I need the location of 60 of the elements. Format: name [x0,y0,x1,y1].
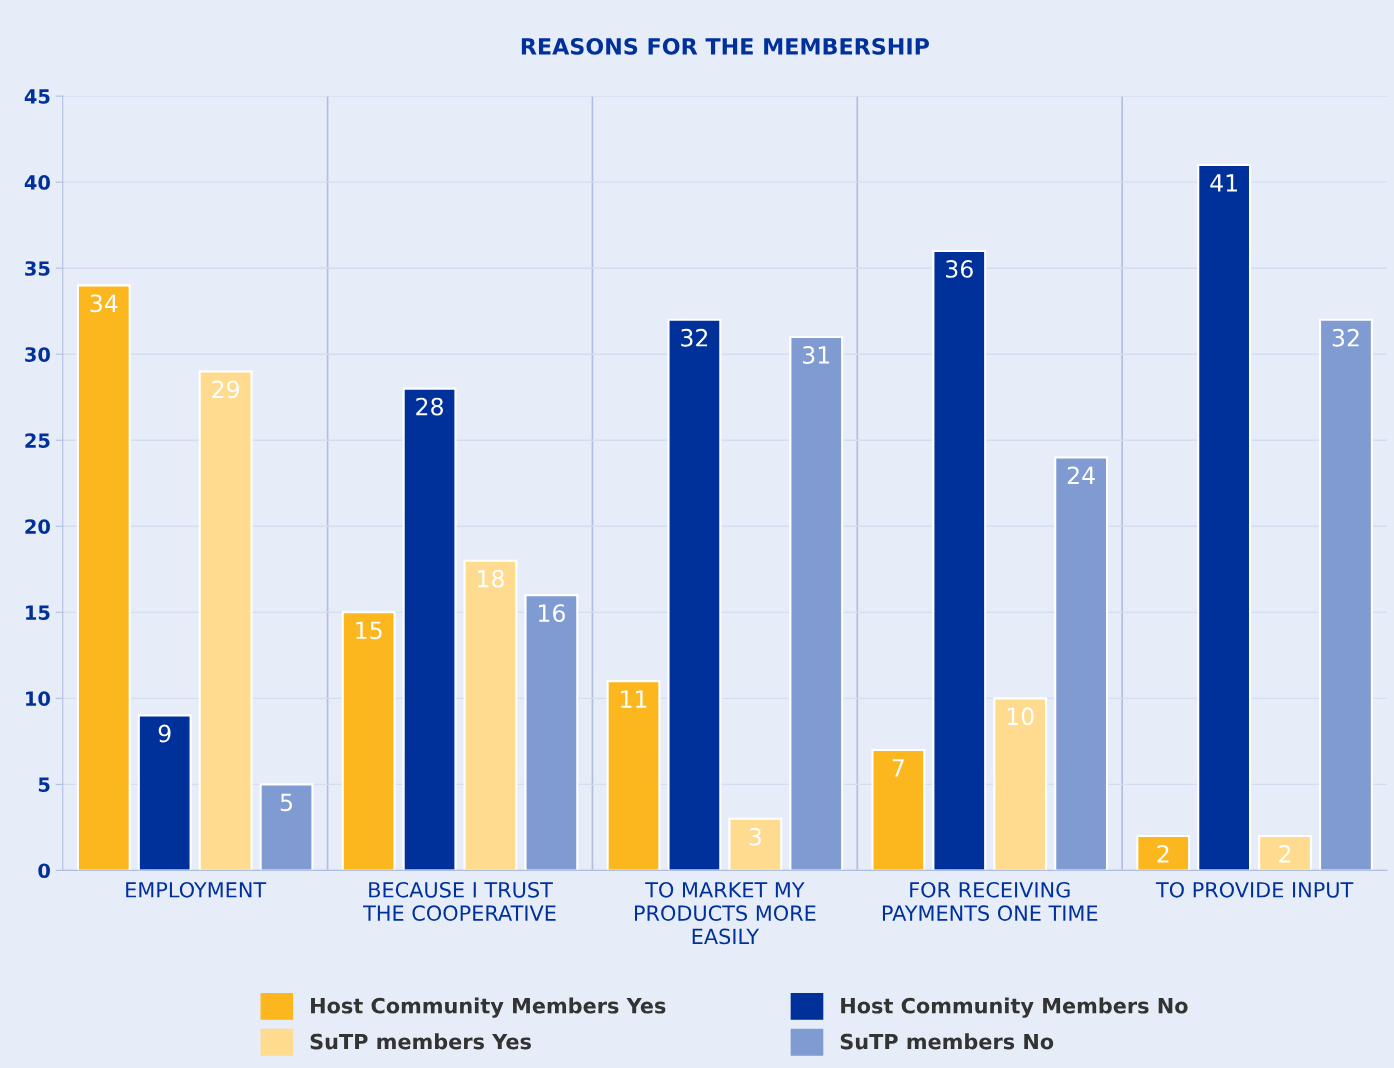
bar [789,335,844,871]
data-label: 34 [90,294,118,313]
data-label: 31 [803,346,830,364]
bar [463,559,518,871]
bar [341,611,396,871]
data-label: 41 [1210,174,1237,192]
data-label: 7 [892,759,904,777]
bar [402,387,457,871]
data-label: 9 [158,724,171,743]
data-label: 18 [478,569,504,588]
bar [524,594,579,871]
bar [259,783,314,871]
bar [871,748,926,871]
bar [1319,318,1373,871]
data-label: 16 [538,604,565,622]
x-tick-label: FOR RECEIVING PAYMENTS ONE TIME [882,881,1098,921]
x-tick-label: TO MARKET MY PRODUCTS MORE EASILY [634,881,816,945]
data-label: 10 [1007,707,1034,726]
data-label: 3 [749,827,761,846]
bar [1054,456,1109,871]
bar [1136,834,1191,871]
legend-label: Host Community Members Yes [311,997,666,1018]
y-tick-label: 45 [24,89,50,104]
bar [667,318,722,871]
x-tick-label: EMPLOYMENT [126,881,267,898]
data-label: 5 [280,793,292,812]
y-tick-label: 25 [25,433,50,448]
legend-label: SuTP members No [840,1033,1054,1050]
data-label: 36 [946,260,973,278]
legend-label: Host Community Members No [841,997,1188,1018]
bar [1197,163,1252,871]
data-label: 11 [621,690,647,708]
y-tick-label: 20 [25,519,50,534]
bar [932,249,987,871]
bar [137,714,192,871]
data-label: 29 [212,380,239,399]
bar [993,697,1048,871]
data-label: 28 [416,397,443,416]
data-label: 15 [356,621,382,640]
bar [1258,834,1312,871]
legend-label: SuTP members Yes [310,1033,531,1050]
y-tick-label: 10 [26,691,50,707]
y-tick-label: 5 [38,777,50,793]
y-tick-label: 0 [38,863,50,879]
bar [76,284,131,871]
y-tick-label: 30 [25,347,50,362]
y-tick-label: 40 [24,175,50,190]
data-label: 2 [1279,845,1291,863]
data-label: 32 [1332,328,1359,347]
y-tick-label: 35 [25,261,50,276]
y-tick-label: 15 [26,605,50,620]
x-tick-label: BECAUSE I TRUST THE COOPERATIVE [363,881,556,921]
x-tick-label: TO PROVIDE INPUT [1155,881,1354,898]
bar [606,680,661,871]
data-label: 32 [681,328,708,347]
chart-title: REASONS FOR THE MEMBERSHIP [521,37,930,55]
data-label: 2 [1157,845,1169,863]
bar [728,817,783,871]
data-label: 24 [1067,466,1095,484]
bar [198,370,253,871]
